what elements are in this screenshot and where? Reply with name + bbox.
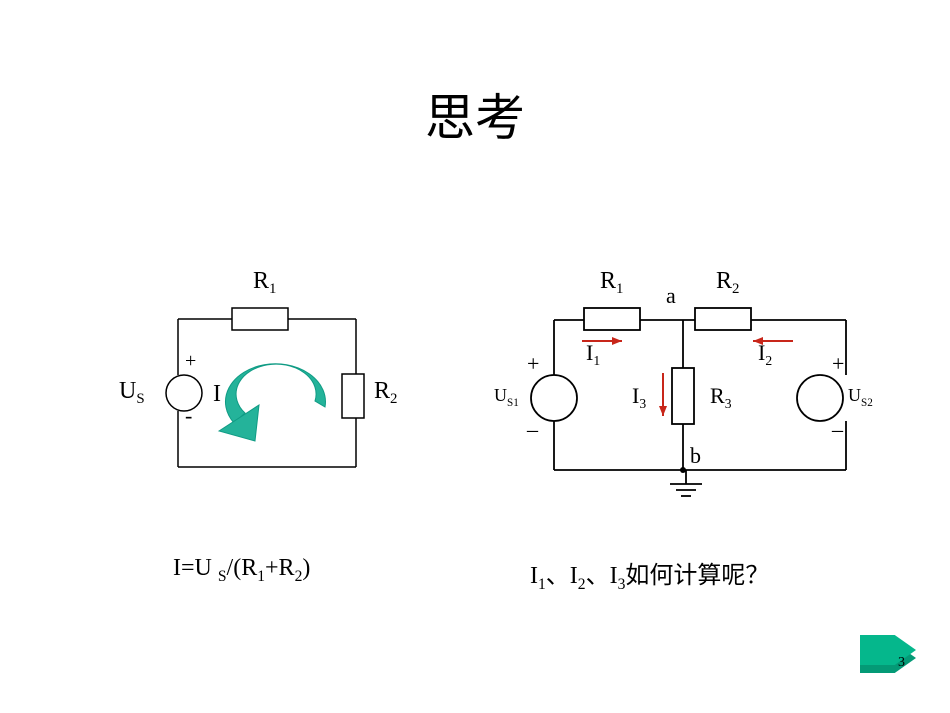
slide-stage: 思考 R1R2USI+- R1R2R3abI1I2I3US1US2+_+_ I=…	[0, 0, 950, 713]
right-circuit-diagram: R1R2R3abI1I2I3US1US2+_+_	[0, 0, 950, 713]
svg-text:R2: R2	[716, 268, 739, 297]
svg-text:R3: R3	[710, 383, 732, 411]
right-question: I1、I2、I3如何计算呢？	[530, 555, 769, 594]
svg-text:US1: US1	[494, 385, 519, 409]
svg-text:I2: I2	[758, 340, 772, 368]
svg-text:+: +	[527, 351, 539, 376]
svg-text:I3: I3	[632, 383, 646, 411]
svg-text:_: _	[526, 409, 539, 434]
svg-text:US2: US2	[848, 385, 873, 409]
svg-text:R1: R1	[600, 268, 623, 297]
left-equation: I=U S/(R1+R2)	[173, 555, 310, 586]
svg-text:a: a	[666, 283, 676, 308]
svg-text:_: _	[831, 409, 844, 434]
svg-text:+: +	[832, 351, 844, 376]
next-slide-button-area[interactable]	[860, 635, 916, 673]
svg-text:b: b	[690, 443, 701, 468]
svg-text:I1: I1	[586, 340, 600, 368]
page-number: 3	[898, 655, 905, 671]
